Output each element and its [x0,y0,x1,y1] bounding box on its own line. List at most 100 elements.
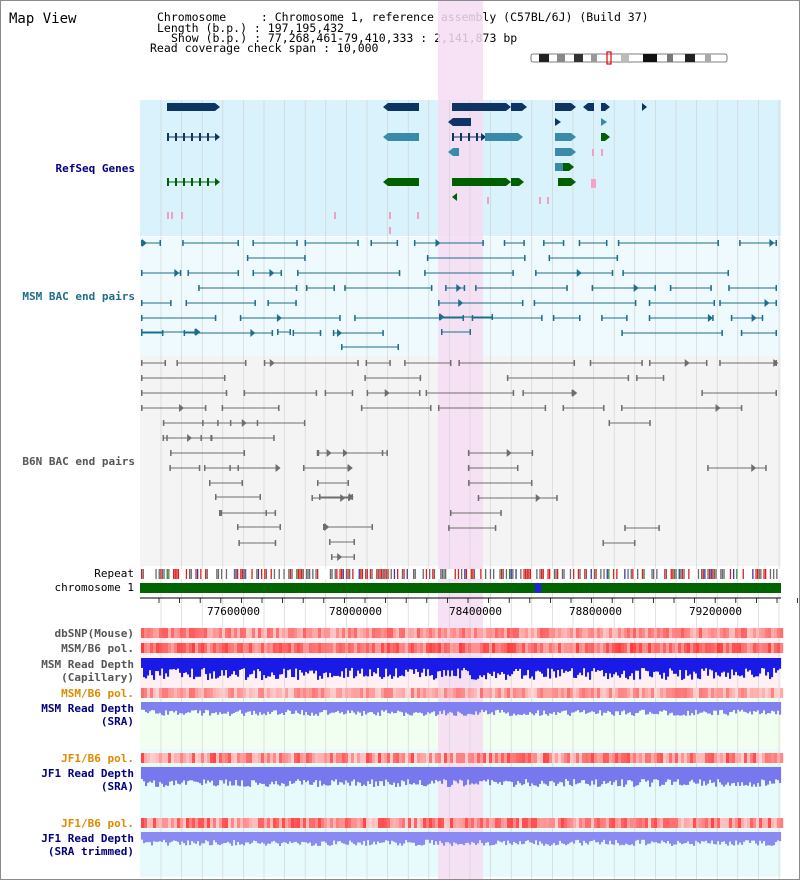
bac-end[interactable] [503,240,506,246]
bac-end[interactable] [237,524,239,530]
bac-end[interactable] [617,240,620,246]
gene-feature[interactable] [453,118,471,126]
bac-end[interactable] [246,255,249,261]
bac-end[interactable] [238,540,240,546]
bac-end[interactable] [543,240,545,246]
bac-end[interactable] [467,450,470,456]
gene-feature[interactable] [601,103,605,111]
bac-end[interactable] [601,315,603,321]
bac-end[interactable] [204,465,206,471]
bac-end[interactable] [141,270,143,276]
bac-end[interactable] [591,285,594,291]
gene-feature[interactable] [452,178,506,186]
bac-end[interactable] [317,480,319,486]
bac-end[interactable] [707,465,709,471]
bac-end[interactable] [475,285,477,291]
bac-end[interactable] [169,465,171,471]
gene-feature[interactable] [511,103,522,111]
bac-end[interactable] [162,420,165,426]
bac-end[interactable] [648,315,651,321]
gene-feature[interactable] [563,163,569,171]
bac-end[interactable] [277,329,279,335]
msm-bac-pairs[interactable] [141,239,777,350]
chromosome-ideogram[interactable] [530,51,728,65]
bac-end[interactable] [141,300,143,306]
bac-end[interactable] [535,270,537,276]
bac-end[interactable] [608,420,611,426]
gene-feature[interactable] [555,133,571,141]
bac-end[interactable] [176,360,178,366]
bac-end[interactable] [341,344,343,350]
gene-feature[interactable] [388,103,419,111]
bac-end[interactable] [252,240,254,246]
bac-end[interactable] [669,285,672,291]
gene-feature[interactable] [558,178,571,186]
bac-end[interactable] [364,375,366,381]
gene-feature[interactable] [453,148,459,156]
bac-end[interactable] [332,330,335,336]
bac-end[interactable] [209,480,211,486]
bac-end[interactable] [243,390,246,396]
bac-end[interactable] [297,270,299,276]
bac-end[interactable] [141,329,143,335]
bac-end[interactable] [624,525,626,531]
gene-feature[interactable] [388,133,419,141]
bac-end[interactable] [471,315,474,321]
bac-end[interactable] [141,315,143,321]
bac-end[interactable] [648,360,651,366]
bac-end[interactable] [719,300,721,306]
bac-end[interactable] [728,285,730,291]
bac-end[interactable] [239,315,242,321]
bac-end[interactable] [141,390,143,396]
bac-end[interactable] [426,255,429,261]
gene-feature[interactable] [167,103,215,111]
bac-end[interactable] [319,494,321,500]
bac-end[interactable] [185,300,188,306]
bac-end[interactable] [170,450,172,456]
bac-end[interactable] [187,270,189,276]
bac-end[interactable] [331,554,333,560]
bac-end[interactable] [701,390,703,396]
bac-end[interactable] [448,525,450,531]
bac-end[interactable] [219,510,221,516]
bac-end[interactable] [562,405,565,411]
bac-end[interactable] [739,240,741,246]
bac-end[interactable] [305,285,308,291]
bac-end[interactable] [648,300,651,306]
bac-end[interactable] [267,300,269,306]
bac-end[interactable] [449,510,452,516]
bac-end[interactable] [441,329,443,335]
bac-end[interactable] [719,360,721,366]
bac-end[interactable] [589,360,592,366]
bac-end[interactable] [365,360,368,366]
b6n-bac-pairs[interactable] [141,359,779,561]
gene-feature[interactable] [511,178,519,186]
bac-end[interactable] [621,405,623,411]
bac-end[interactable] [740,330,743,336]
bac-end[interactable] [354,315,356,321]
bac-end[interactable] [360,405,363,411]
bac-end[interactable] [182,240,184,246]
bac-end[interactable] [621,330,623,336]
bac-end[interactable] [141,240,143,246]
bac-end[interactable] [458,360,460,366]
bac-end[interactable] [324,390,327,396]
bac-end[interactable] [141,405,143,411]
bac-end[interactable] [602,540,604,546]
bac-end[interactable] [506,375,509,381]
gene-feature[interactable] [452,103,506,111]
bac-end[interactable] [252,270,254,276]
bac-end[interactable] [162,435,165,441]
bac-end[interactable] [329,539,331,545]
gene-feature[interactable] [388,178,419,186]
bac-end[interactable] [578,240,581,246]
bac-end[interactable] [477,495,480,501]
bac-end[interactable] [413,240,416,246]
bac-end[interactable] [425,390,428,396]
bac-end[interactable] [141,375,143,381]
refseq-genes[interactable] [167,103,647,234]
bac-end[interactable] [370,240,372,246]
bac-end[interactable] [404,360,406,366]
bac-end[interactable] [317,450,320,456]
bac-end[interactable] [468,480,470,486]
